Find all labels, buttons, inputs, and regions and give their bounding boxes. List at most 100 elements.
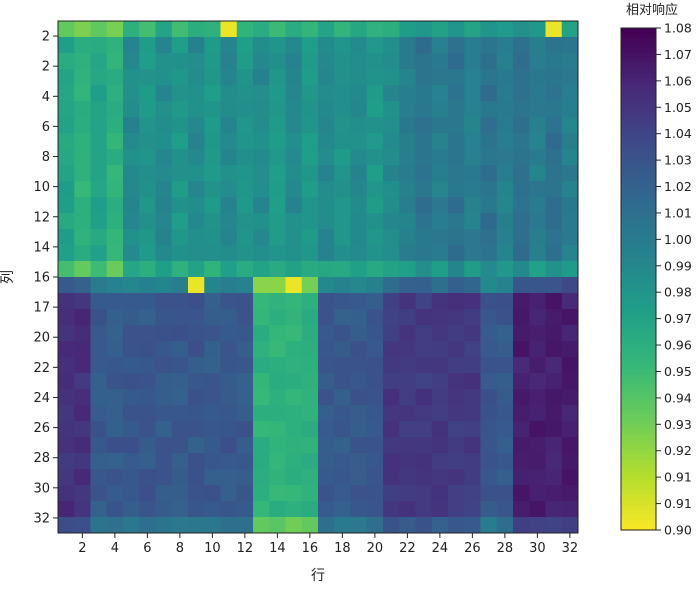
heatmap-cell: [383, 85, 400, 102]
heatmap-cell: [350, 453, 368, 470]
heatmap-cell: [301, 373, 319, 390]
heatmap-cell: [334, 405, 351, 422]
heatmap-cell: [431, 69, 449, 86]
heatmap-cell: [545, 517, 563, 534]
heatmap-cell: [350, 37, 368, 54]
heatmap-cell: [415, 245, 433, 262]
colorbar-segment: [621, 369, 656, 375]
heatmap-cell: [74, 277, 91, 294]
heatmap-cell: [561, 341, 579, 358]
heatmap-cell: [269, 245, 286, 262]
heatmap-cell: [366, 213, 384, 230]
heatmap-cell: [545, 437, 563, 454]
heatmap-cell: [545, 69, 563, 86]
heatmap-cell: [318, 213, 335, 230]
heatmap-cell: [464, 469, 481, 486]
heatmap-cell: [74, 325, 91, 342]
heatmap-cell: [496, 53, 514, 70]
heatmap-cell: [431, 341, 449, 358]
x-tick-label: 6: [143, 541, 151, 556]
heatmap-cell: [496, 181, 514, 198]
heatmap-cell: [366, 517, 384, 534]
heatmap-cell: [480, 357, 498, 374]
colorbar-segment: [621, 509, 656, 516]
heatmap-cell: [58, 213, 75, 230]
heatmap-cell: [383, 453, 400, 470]
heatmap-cell: [529, 53, 546, 70]
heatmap-cell: [318, 437, 335, 454]
colorbar-tick-label: 1.04: [664, 126, 692, 141]
heatmap-cell: [220, 69, 238, 86]
heatmap-cell: [269, 101, 286, 118]
colorbar-segment: [621, 248, 656, 255]
heatmap-cell: [155, 437, 173, 454]
heatmap-cell: [74, 469, 91, 486]
heatmap-cell: [350, 197, 368, 214]
colorbar-segment: [621, 499, 656, 506]
heatmap-cell: [188, 341, 205, 358]
heatmap-cell: [171, 197, 189, 214]
heatmap-cell: [399, 357, 416, 374]
heatmap-cell: [301, 101, 319, 118]
heatmap-cell: [253, 357, 270, 374]
heatmap-cell: [155, 261, 173, 278]
heatmap-cell: [204, 373, 221, 390]
heatmap-cell: [155, 277, 173, 294]
heatmap-cell: [90, 389, 108, 406]
colorbar-segment: [621, 233, 656, 240]
heatmap-cell: [496, 117, 514, 134]
heatmap-cell: [545, 197, 563, 214]
heatmap-cell: [366, 261, 384, 278]
colorbar-tick-label: 1.01: [664, 205, 692, 220]
heatmap-cell: [301, 453, 319, 470]
heatmap-cell: [318, 53, 335, 70]
heatmap-cell: [188, 453, 205, 470]
heatmap-cell: [334, 485, 351, 502]
heatmap-cell: [139, 85, 156, 102]
heatmap-cell: [90, 245, 108, 262]
colorbar-segment: [621, 474, 656, 481]
heatmap-cell: [431, 501, 449, 518]
heatmap-cell: [253, 181, 270, 198]
heatmap-cell: [545, 37, 563, 54]
heatmap-cell: [561, 165, 579, 182]
heatmap-cell: [74, 309, 91, 326]
heatmap-cell: [188, 261, 205, 278]
heatmap-cell: [480, 421, 498, 438]
heatmap-cell: [285, 469, 303, 486]
heatmap-cell: [399, 517, 416, 534]
heatmap-cell: [269, 517, 286, 534]
colorbar-segment: [621, 213, 656, 220]
heatmap-cell: [529, 501, 546, 518]
heatmap-cell: [513, 277, 530, 294]
heatmap-cell: [318, 261, 335, 278]
heatmap-cell: [204, 213, 221, 230]
colorbar-segment: [621, 444, 656, 451]
heatmap-cell: [366, 453, 384, 470]
heatmap-cell: [464, 501, 481, 518]
heatmap-cell: [74, 245, 91, 262]
heatmap-cell: [123, 213, 140, 230]
colorbar-segment: [621, 223, 656, 230]
heatmap-cell: [464, 373, 481, 390]
heatmap-cell: [545, 213, 563, 230]
heatmap-cell: [399, 53, 416, 70]
heatmap-cell: [253, 437, 270, 454]
heatmap-cell: [448, 149, 465, 166]
heatmap-cell: [204, 485, 221, 502]
heatmap-cell: [220, 133, 238, 150]
heatmap-cell: [383, 261, 400, 278]
heatmap-cell: [236, 117, 254, 134]
heatmap-cell: [561, 229, 579, 246]
heatmap-cell: [383, 501, 400, 518]
heatmap-cell: [415, 357, 433, 374]
heatmap-cell: [529, 133, 546, 150]
heatmap-cell: [90, 165, 108, 182]
heatmap-cell: [301, 325, 319, 342]
heatmap-cell: [188, 517, 205, 534]
heatmap-cell: [464, 69, 481, 86]
heatmap-cell: [220, 373, 238, 390]
colorbar-segment: [621, 88, 656, 94]
heatmap-cell: [171, 293, 189, 310]
heatmap-cell: [90, 485, 108, 502]
